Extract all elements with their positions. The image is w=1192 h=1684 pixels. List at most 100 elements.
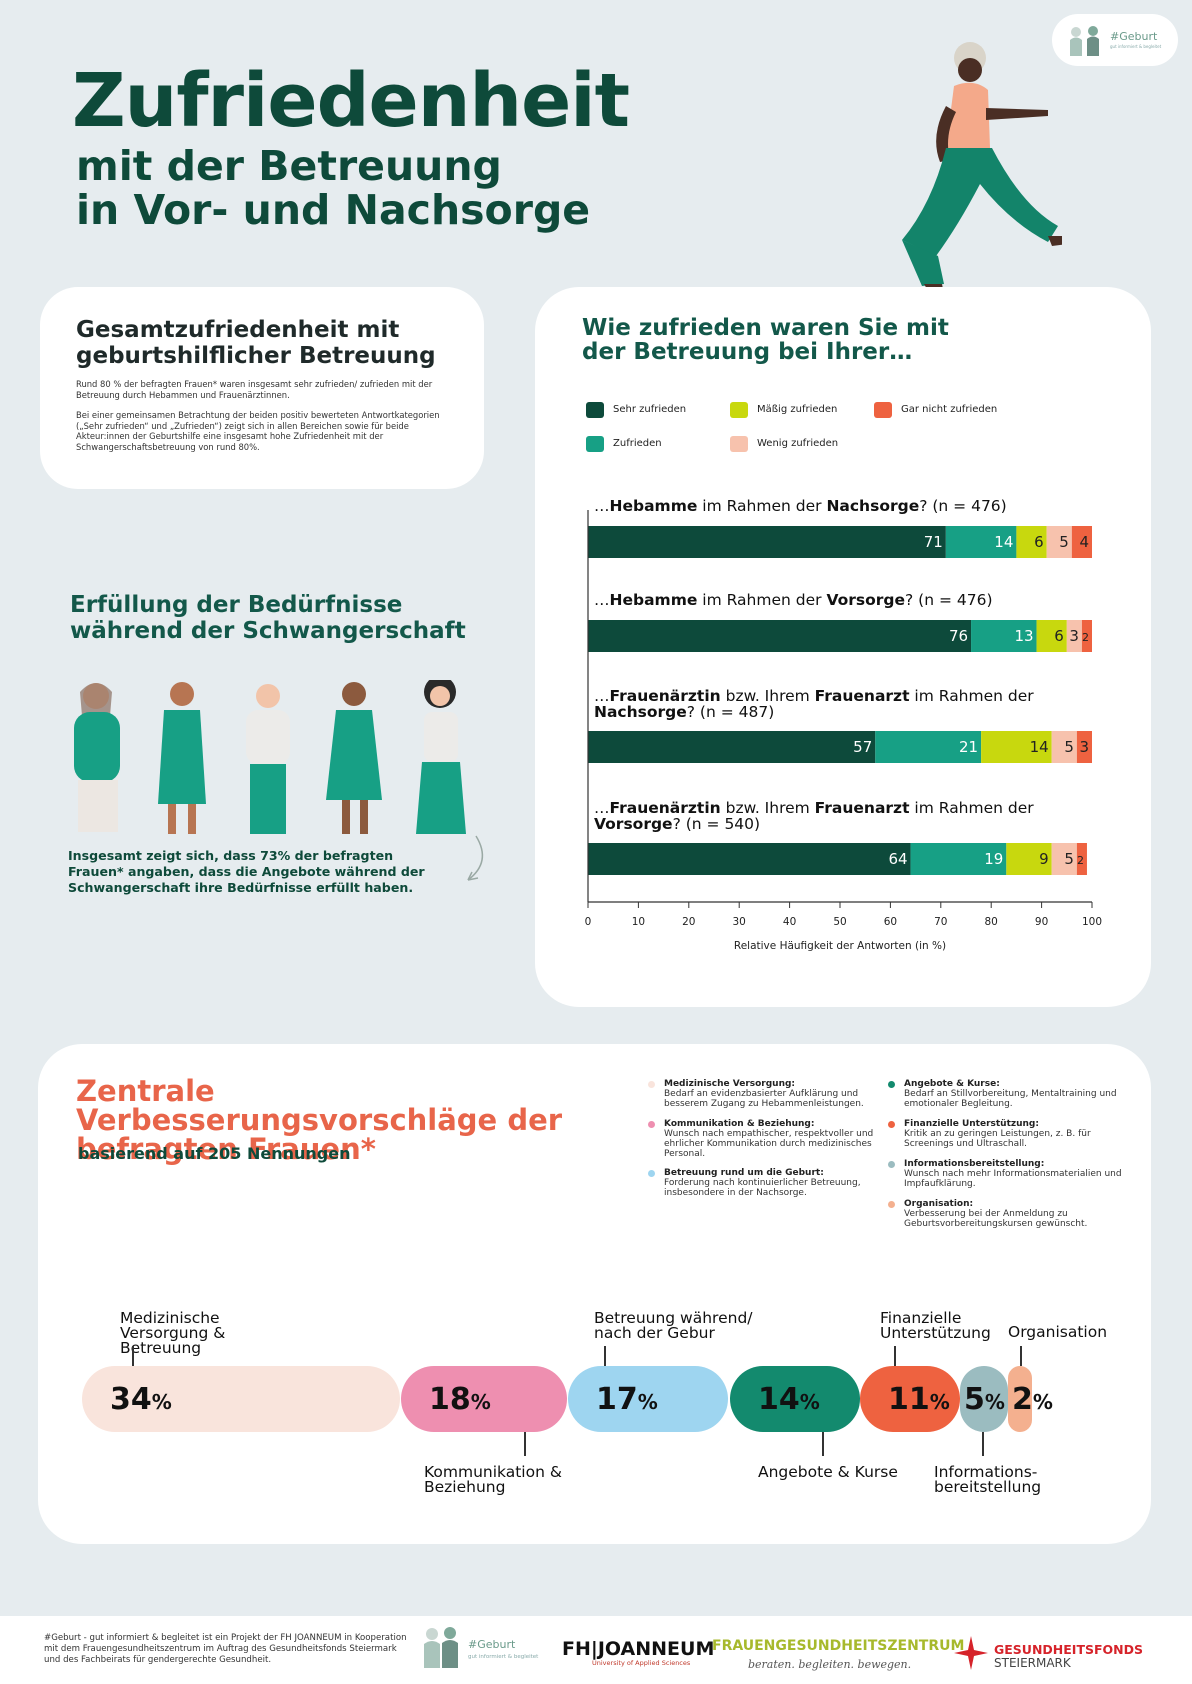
suggestion-bubble: 11%	[860, 1366, 960, 1432]
question-label-text: …	[594, 799, 610, 817]
bar-segment	[1066, 620, 1082, 652]
bar-segment	[1076, 843, 1087, 875]
needs-title: Erfüllung der Bedürfnisse während der Sc…	[70, 592, 466, 644]
women-illustration	[74, 680, 466, 834]
overall-satisfaction-card: Gesamtzufriedenheit mit geburtshilfliche…	[40, 287, 484, 489]
note-bullet	[648, 1170, 655, 1177]
suggestion-percentage: 2%	[1012, 1382, 1053, 1417]
suggestion-bubble: 17%	[568, 1366, 728, 1432]
bar-value-label: 13	[1014, 627, 1033, 645]
note-text: Forderung nach kontinuierlicher Betreuun…	[664, 1178, 861, 1198]
percent-sign: %	[984, 1390, 1005, 1414]
label-connector	[822, 1432, 824, 1456]
bar-segment	[1036, 620, 1067, 652]
bar-segment	[588, 526, 946, 558]
suggestion-category-label: Betreuung während/ nach der Gebur	[594, 1309, 753, 1342]
question-label-text: ? (n = 540)	[672, 815, 761, 833]
question-label: …Frauenärztin bzw. Ihrem Frauenarzt im R…	[594, 800, 1064, 832]
bar-value-label: 2	[1082, 631, 1089, 644]
suggestion-percentage: 18%	[429, 1382, 491, 1417]
curved-arrow-icon	[467, 835, 484, 881]
x-tick-label: 10	[631, 916, 646, 928]
bar-value-label: 5	[1064, 738, 1074, 756]
note-bullet	[888, 1121, 895, 1128]
bar-segment	[945, 526, 1017, 558]
percent-sign: %	[637, 1390, 658, 1414]
legend-label: Sehr zufrieden	[613, 404, 687, 415]
needs-text: Insgesamt zeigt sich, dass 73% der befra…	[68, 848, 425, 895]
bar-value-label: 5	[1059, 533, 1069, 551]
suggestion-percentage: 11%	[888, 1382, 950, 1417]
bar-segment	[1051, 731, 1077, 763]
percent-sign: %	[799, 1390, 820, 1414]
question-label-emphasis: Hebamme	[609, 591, 698, 609]
note-bullet	[888, 1201, 895, 1208]
satisfaction-chart-title: Wie zufrieden waren Sie mit der Betreuun…	[582, 315, 949, 365]
note-heading: Medizinische Versorgung:	[664, 1079, 796, 1089]
suggestion-category-label: Finanzielle Unterstützung	[880, 1309, 991, 1342]
suggestion-category-label: Informations-bereitstellung	[934, 1463, 1042, 1496]
bar-value-label: 6	[1034, 533, 1044, 551]
note-heading: Organisation:	[904, 1199, 974, 1209]
bar-segment	[875, 731, 982, 763]
question-label-text: ? (n = 476)	[919, 497, 1007, 515]
x-tick-label: 70	[934, 916, 948, 928]
question-label: …Hebamme im Rahmen der Nachsorge? (n = 4…	[594, 498, 1064, 514]
suggestions-card	[38, 1044, 1151, 1544]
stacked-bar-chart: 71 14 6 5 476 13 6 3 257 21 14 5 364 19 9 5 2	[587, 510, 1093, 908]
suggestions-subtitle: basierend auf 205 Nennungen	[78, 1144, 351, 1163]
label-connector	[1020, 1346, 1022, 1366]
note-heading: Finanzielle Unterstützung:	[904, 1119, 1039, 1129]
bar-value-label: 3	[1079, 738, 1089, 756]
question-label-text: …	[594, 497, 610, 515]
fh-joanneum-subtitle: University of Applied Sciences	[592, 1659, 691, 1667]
bar-value-label: 57	[853, 738, 872, 756]
suggestion-category-label: Medizinische Versorgung & Betreuung	[120, 1309, 226, 1357]
page-subtitle-line2: in Vor- und Nachsorge	[76, 186, 591, 234]
note-heading: Kommunikation & Beziehung:	[664, 1119, 815, 1129]
gesundheitsfonds-logo-line1: GESUNDHEITSFONDS	[994, 1642, 1143, 1657]
question-label-emphasis: Frauenarzt	[814, 687, 910, 705]
question-label: …Hebamme im Rahmen der Vorsorge? (n = 47…	[594, 592, 1064, 608]
bar-value-label: 5	[1064, 850, 1074, 868]
question-label-text: ? (n = 487)	[686, 703, 775, 721]
frauengesundheitszentrum-logo: FRAUENGESUNDHEITSZENTRUM	[712, 1638, 965, 1654]
overall-satisfaction-title: Gesamtzufriedenheit mit geburtshilfliche…	[76, 317, 436, 369]
question-label-emphasis: Frauenärztin	[609, 687, 721, 705]
suggestion-bubble: 18%	[401, 1366, 567, 1432]
bar-segment	[981, 731, 1052, 763]
note-text: Kritik an zu geringen Leistungen, z. B. …	[904, 1129, 1091, 1149]
x-tick-label: 30	[732, 916, 746, 928]
question-label-emphasis: Hebamme	[609, 497, 698, 515]
x-axis-title: Relative Häufigkeit der Antworten (in %)	[733, 940, 947, 952]
label-connector	[604, 1346, 606, 1366]
note-heading: Angebote & Kurse:	[904, 1079, 1000, 1089]
legend-swatch	[586, 436, 604, 452]
bar-value-label: 9	[1039, 850, 1049, 868]
percent-sign: %	[470, 1390, 491, 1414]
suggestion-percentage: 34%	[110, 1382, 172, 1417]
label-connector	[132, 1346, 134, 1366]
suggestion-category-label: Organisation	[1008, 1323, 1108, 1341]
note-heading: Informationsbereitstellung:	[904, 1159, 1045, 1169]
question-label-text: im Rahmen der	[697, 497, 827, 515]
note-bullet	[888, 1161, 895, 1168]
x-tick-label: 60	[883, 916, 898, 928]
bar-value-label: 14	[994, 533, 1013, 551]
bar-value-label: 14	[1030, 738, 1049, 756]
note-text: Wunsch nach empathischer, respektvoller …	[664, 1129, 874, 1159]
bar-segment	[1051, 843, 1077, 875]
question-label-emphasis: Frauenarzt	[814, 799, 910, 817]
percent-sign: %	[929, 1390, 950, 1414]
label-connector	[982, 1432, 984, 1456]
note-text: Wunsch nach mehr Informationsmaterialien…	[904, 1169, 1122, 1189]
bar-segment	[1016, 526, 1047, 558]
page-subtitle-line1: mit der Betreuung	[76, 142, 502, 190]
bar-value-label: 76	[949, 627, 968, 645]
suggestion-bubble: 2%	[1008, 1366, 1053, 1432]
gesundheitsfonds-logo-line2: STEIERMARK	[994, 1656, 1071, 1670]
note-text: Bedarf an evidenzbasierter Aufklärung un…	[664, 1089, 864, 1109]
footer-logo-geburt: #Geburt	[468, 1638, 516, 1651]
label-connector	[524, 1432, 526, 1456]
legend-swatch	[730, 402, 748, 418]
